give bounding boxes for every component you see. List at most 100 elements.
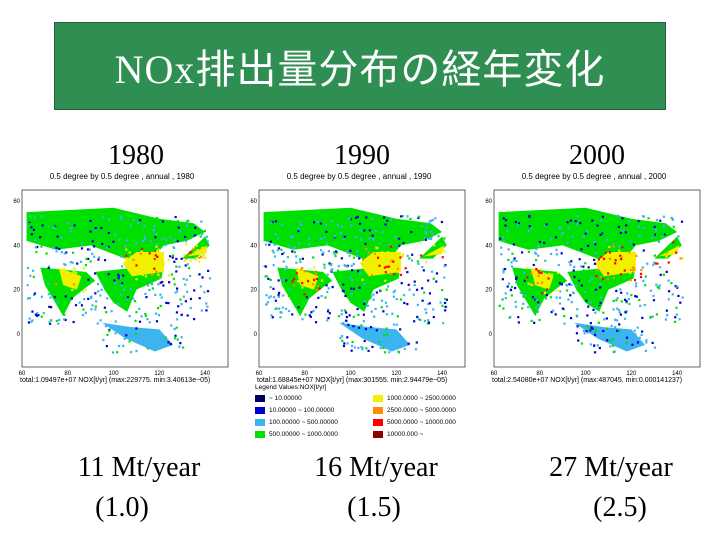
emission-cell [651,236,654,239]
y-tick-label: 40 [485,243,492,249]
emission-cell [558,282,561,285]
emission-cell [359,229,362,232]
emission-cell [402,242,405,245]
emission-cell [129,224,133,227]
emission-cell [73,224,76,227]
emission-cell [624,311,627,314]
emission-cell [543,241,546,245]
map-panel-1990: 0.5 degree by 0.5 degree , annual , 1990… [245,172,473,390]
emission-cell [26,225,29,228]
emission-cell [502,268,505,271]
emission-cell [545,223,548,226]
emission-cell [662,215,665,218]
emission-cell [566,221,569,224]
emission-cell [387,285,390,288]
emission-cell [535,267,538,271]
emission-cell [625,224,628,227]
emission-cell [335,251,339,254]
emission-cell [396,315,399,318]
emission-cell [300,223,303,227]
emission-cell [326,290,329,294]
emission-cell [376,256,380,259]
emission-cell [559,290,562,293]
emission-cell [640,333,643,337]
emission-cell [654,229,658,233]
emission-cell [105,311,108,314]
emission-cell [544,224,547,227]
emission-cell [575,332,579,335]
emission-cell [432,315,435,319]
emission-cell [283,268,287,272]
emission-cell [66,301,69,304]
emission-cell [356,270,360,273]
emission-cell [395,259,398,262]
emission-cell [131,329,134,332]
emission-cell [348,254,351,257]
emission-cell [68,282,72,285]
emission-cell [618,311,621,314]
emission-cell [515,259,518,263]
emission-cell [89,219,92,223]
emission-cell [504,296,508,300]
emission-cell [327,250,331,253]
emission-cell [343,309,347,312]
emission-cell [442,322,445,325]
emission-cell [343,235,346,238]
emission-cell [144,292,147,296]
emission-cell [106,246,109,249]
emission-cell [385,327,388,330]
emission-cell [580,248,583,251]
emission-cell [173,260,176,263]
emission-cell [282,260,285,263]
emission-cell [504,219,508,222]
emission-cell [57,322,60,325]
emission-cell [333,235,337,238]
emission-cell [156,249,159,253]
emission-cell [509,288,513,291]
emission-cell [574,220,577,223]
emission-cell [356,255,359,258]
emission-cell [444,305,447,308]
emission-cell [435,272,439,275]
emission-cell [341,335,344,338]
map-panel-2000: 0.5 degree by 0.5 degree , annual , 2000… [480,172,708,390]
x-tick-label: 120 [626,371,637,377]
emission-cell [299,258,302,261]
emission-cell [360,324,363,327]
emission-cell [82,308,85,311]
emission-cell [135,332,138,335]
emission-cell [69,261,72,264]
emission-cell [377,327,381,330]
emission-cell [153,267,156,270]
emission-cell [94,308,97,311]
emission-cell [395,323,398,326]
emission-cell [638,235,641,238]
emission-cell [510,294,513,297]
emission-cell [334,254,337,258]
emission-cell [635,254,638,258]
emission-cell [315,277,319,280]
emission-cell [56,301,60,304]
emission-cell [406,223,409,227]
emission-cell [421,265,424,269]
emission-cell [282,278,285,282]
emission-cell [373,252,377,255]
emission-cell [507,258,510,262]
emission-cell [571,235,574,238]
emission-cell [416,303,420,306]
emission-cell [73,267,76,270]
emission-cell [386,219,389,222]
emission-cell [105,345,108,348]
emission-cell [172,277,176,280]
emission-cell [274,220,278,223]
emission-cell [596,268,599,272]
emission-cell [36,312,39,315]
emission-cell [372,298,375,301]
emission-cell [329,269,333,272]
emission-cell [120,255,123,258]
emission-cell [507,282,511,285]
emission-cell [272,296,276,299]
emission-cell [584,262,587,265]
emission-cell [530,246,533,249]
legend-swatch [255,406,265,414]
